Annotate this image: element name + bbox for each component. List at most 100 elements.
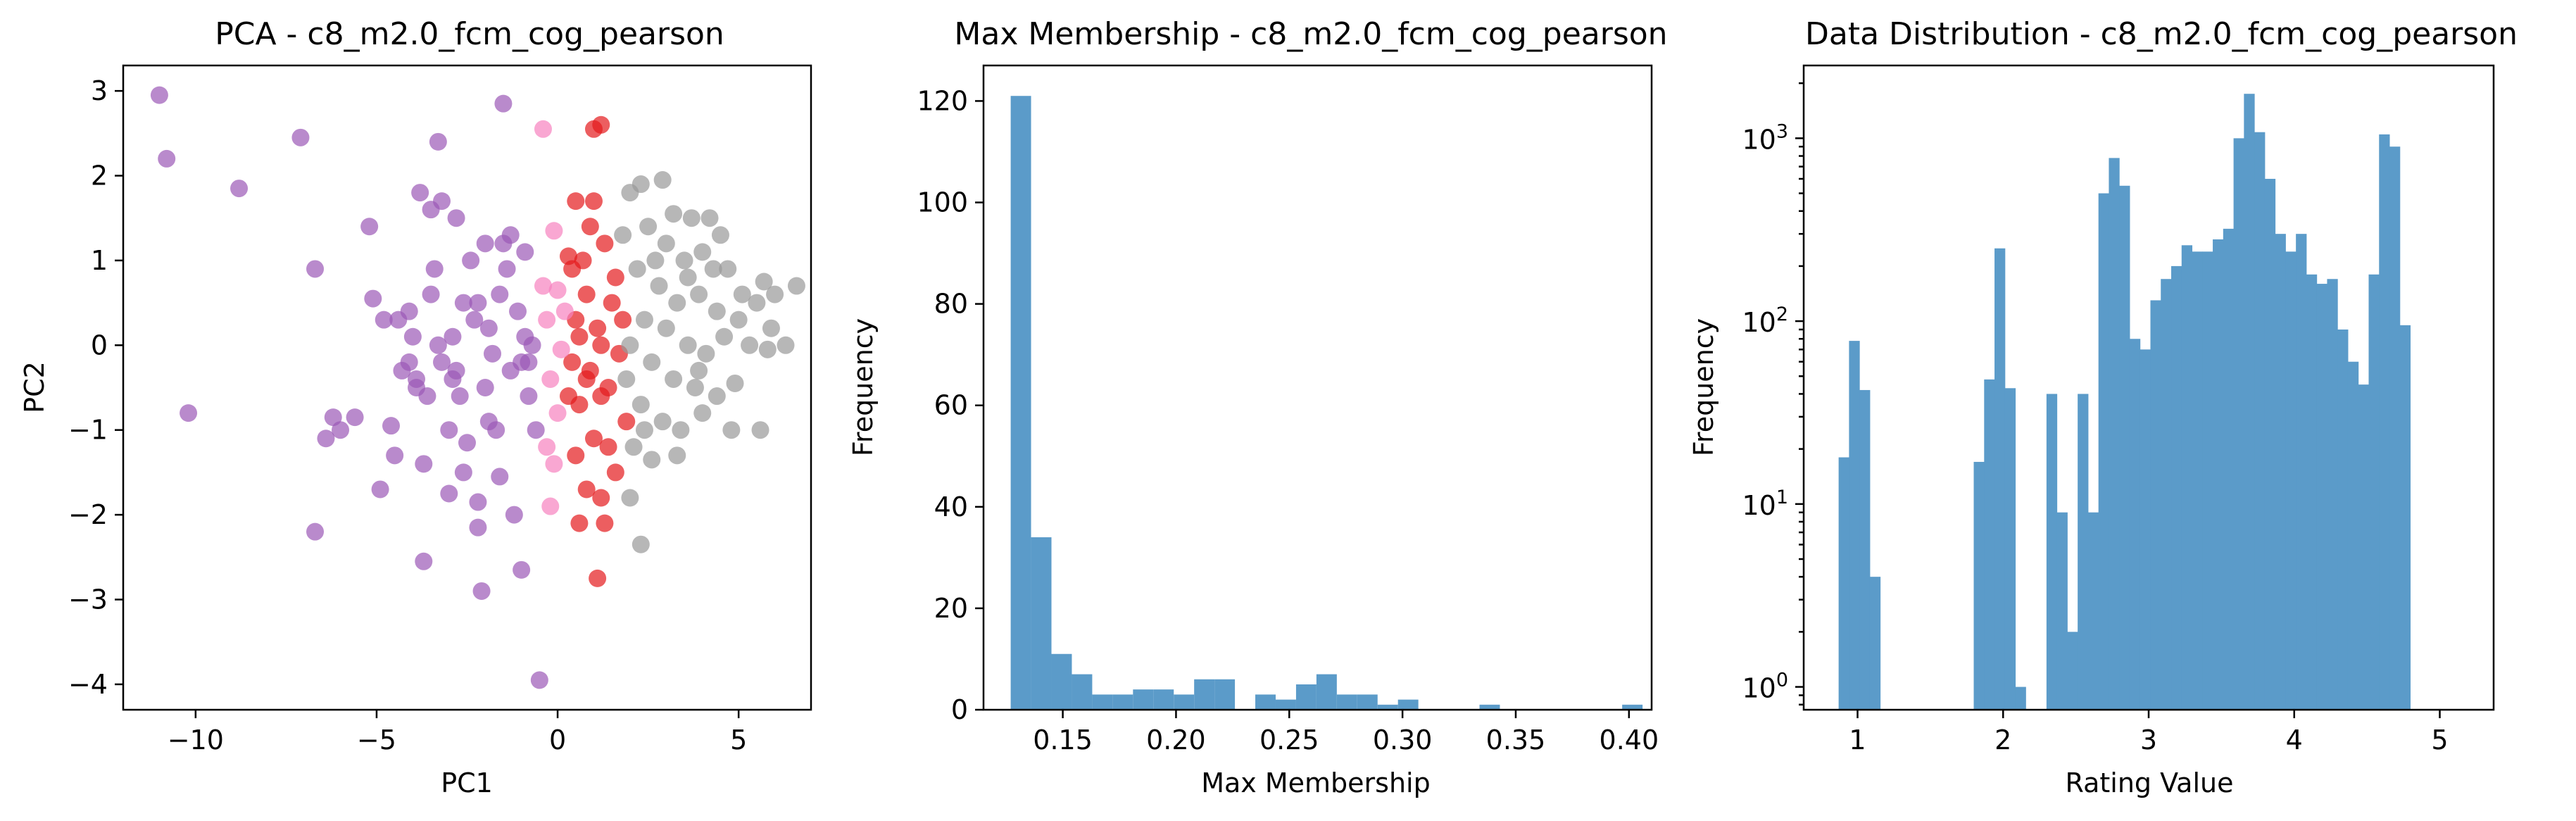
pca-point-purple	[505, 506, 523, 524]
pca-point-purple	[429, 132, 447, 151]
membership-bar	[1092, 694, 1113, 710]
membership-y-tick-label: 120	[917, 85, 968, 116]
pca-point-red	[559, 387, 577, 406]
pca-point-pink	[538, 438, 556, 456]
distribution-bar	[1994, 248, 2006, 710]
distribution-bar	[2078, 394, 2089, 710]
pca-point-purple	[415, 552, 433, 570]
pca-y-tick-label: −2	[68, 499, 108, 530]
pca-point-gray	[632, 535, 650, 553]
pca-point-red	[606, 268, 624, 287]
membership-x-tick-label: 0.25	[1259, 725, 1319, 756]
pca-y-tick-label: −1	[68, 415, 108, 446]
pca-x-tick-label: −10	[168, 725, 224, 756]
membership-x-tick-label: 0.20	[1146, 725, 1206, 756]
pca-point-purple	[513, 560, 531, 579]
pca-point-red	[570, 327, 589, 346]
membership-bar	[1133, 689, 1154, 710]
distribution-bar	[2223, 228, 2235, 710]
distribution-bar	[2161, 279, 2172, 710]
pca-point-pink	[548, 404, 567, 422]
pca-x-tick-label: 0	[549, 725, 566, 756]
pca-point-purple	[530, 671, 548, 689]
max-membership-panel: Max Membership - c8_m2.0_fcm_cog_pearson…	[848, 16, 1668, 798]
pca-point-purple	[158, 149, 176, 168]
pca-point-gray	[617, 370, 636, 388]
pca-y-tick-label: −4	[68, 669, 108, 700]
membership-y-tick-label: 20	[934, 593, 968, 624]
distribution-bar	[2368, 274, 2380, 710]
pca-point-purple	[429, 336, 447, 354]
pca-point-pink	[541, 370, 560, 388]
pca-point-gray	[715, 327, 734, 346]
pca-point-purple	[403, 327, 422, 346]
pca-point-purple	[444, 327, 462, 346]
distribution-bar	[2140, 349, 2151, 710]
pca-point-purple	[472, 582, 491, 600]
pca-point-red	[606, 463, 624, 482]
distribution-bar	[2389, 146, 2401, 710]
pca-point-gray	[733, 285, 751, 303]
membership-bar	[1377, 704, 1398, 710]
pca-point-gray	[621, 184, 639, 202]
pca-point-purple	[433, 192, 451, 211]
distribution-bar	[2129, 339, 2141, 710]
membership-y-axis-label: Frequency	[848, 318, 879, 456]
pca-point-gray	[708, 302, 726, 320]
distribution-bar	[1973, 461, 1985, 710]
pca-point-gray	[726, 374, 744, 392]
distribution-x-tick-label: 1	[1849, 725, 1866, 756]
pca-point-gray	[719, 260, 737, 278]
pca-point-pink	[548, 281, 567, 299]
pca-point-purple	[411, 184, 429, 202]
pca-y-tick-label: 3	[91, 75, 108, 106]
pca-point-gray	[665, 205, 683, 223]
pca-point-gray	[682, 209, 700, 227]
membership-bar	[1174, 694, 1195, 710]
pca-point-purple	[469, 294, 487, 312]
pca-point-pink	[545, 222, 563, 240]
membership-y-tick-label: 60	[934, 390, 968, 421]
pca-point-purple	[422, 285, 440, 303]
pca-point-purple	[491, 285, 509, 303]
pca-point-red	[617, 413, 636, 431]
membership-bar	[1336, 694, 1357, 710]
pca-point-red	[592, 115, 610, 134]
pca-point-gray	[722, 421, 741, 439]
pca-point-purple	[386, 446, 404, 465]
pca-point-red	[596, 514, 614, 532]
pca-y-tick-label: 2	[91, 161, 108, 192]
membership-bar	[1194, 679, 1215, 710]
membership-bars	[1010, 96, 1643, 710]
pca-point-purple	[458, 434, 476, 452]
membership-y-tick-label: 0	[951, 694, 968, 725]
membership-bar	[1153, 689, 1174, 710]
pca-point-gray	[628, 260, 646, 278]
pca-point-purple	[491, 468, 509, 486]
pca-point-gray	[758, 340, 777, 358]
pca-point-gray	[762, 319, 780, 337]
pca-point-gray	[766, 285, 784, 303]
distribution-bar	[2046, 394, 2058, 710]
distribution-bar	[2109, 158, 2120, 710]
pca-point-gray	[686, 379, 704, 396]
pca-point-pink	[545, 455, 563, 473]
membership-bar	[1112, 694, 1133, 710]
pca-point-gray	[653, 413, 672, 431]
distribution-bar	[2119, 185, 2130, 710]
pca-point-red	[599, 379, 617, 396]
distribution-bar	[2337, 329, 2349, 710]
distribution-x-tick-label: 5	[2431, 725, 2448, 756]
pca-plot-frame	[122, 64, 812, 711]
distribution-bar	[2004, 388, 2016, 710]
pca-point-red	[592, 489, 610, 507]
distribution-x-tick-label: 4	[2286, 725, 2303, 756]
pca-point-purple	[150, 86, 168, 104]
membership-bar	[1622, 704, 1643, 710]
pca-point-purple	[382, 417, 401, 435]
pca-point-purple	[462, 251, 480, 270]
pca-point-purple	[425, 260, 444, 278]
membership-bar	[1357, 694, 1378, 710]
pca-point-gray	[675, 251, 693, 270]
distribution-bar	[1838, 457, 1849, 710]
